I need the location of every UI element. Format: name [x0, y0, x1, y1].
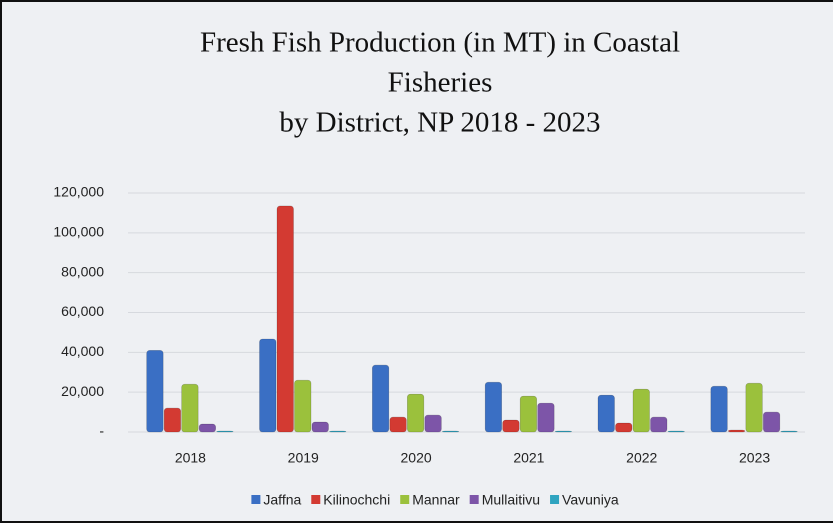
y-tick-label: -	[99, 423, 104, 439]
y-tick-label: 20,000	[61, 383, 104, 399]
bar	[407, 393, 425, 433]
bar	[181, 383, 199, 433]
bar	[615, 422, 633, 433]
bar	[372, 364, 390, 433]
legend-label: Jaffna	[263, 492, 301, 508]
bar	[745, 382, 763, 433]
bar	[424, 414, 442, 433]
bar	[502, 419, 520, 433]
bar	[198, 423, 216, 433]
legend-swatch	[251, 495, 261, 504]
bar	[554, 430, 572, 433]
legend-label: Mannar	[412, 492, 460, 508]
y-tick-label: 40,000	[61, 343, 104, 359]
bar	[294, 379, 312, 433]
bar	[519, 395, 537, 433]
legend-swatch	[400, 495, 410, 504]
bar	[311, 421, 329, 433]
bar	[259, 338, 277, 433]
chart-title: Fisheries	[388, 67, 493, 99]
bar	[728, 429, 746, 433]
bar	[389, 416, 407, 433]
bar	[163, 407, 181, 433]
x-tick-label: 2020	[401, 450, 432, 466]
bar	[780, 430, 798, 433]
bar	[710, 385, 728, 433]
x-tick-label: 2021	[513, 450, 544, 466]
x-tick-label: 2023	[739, 450, 770, 466]
bar	[667, 430, 685, 433]
x-tick-label: 2022	[626, 450, 657, 466]
legend-label: Kilinochchi	[323, 492, 390, 508]
y-tick-label: 100,000	[53, 224, 104, 240]
chart-title: by District, NP 2018 - 2023	[279, 107, 600, 139]
legend-label: Vavuniya	[562, 492, 619, 508]
bar	[537, 402, 555, 433]
bar	[763, 411, 781, 433]
bar	[329, 430, 347, 433]
bar	[597, 394, 615, 433]
legend-swatch	[311, 495, 321, 504]
legend-label: Mullaitivu	[482, 492, 540, 508]
bar	[632, 388, 650, 433]
bar	[484, 381, 502, 433]
bar	[276, 205, 294, 433]
chart-title: Fresh Fish Production (in MT) in Coastal	[200, 27, 680, 59]
bar	[442, 430, 460, 433]
bar	[216, 430, 234, 433]
y-tick-label: 120,000	[53, 184, 104, 200]
x-tick-label: 2018	[175, 450, 206, 466]
legend-swatch	[469, 495, 479, 504]
bar	[146, 350, 164, 433]
legend-swatch	[550, 495, 560, 504]
y-tick-label: 80,000	[61, 263, 104, 279]
y-tick-label: 60,000	[61, 303, 104, 319]
x-tick-label: 2019	[288, 450, 319, 466]
bar	[650, 416, 668, 433]
